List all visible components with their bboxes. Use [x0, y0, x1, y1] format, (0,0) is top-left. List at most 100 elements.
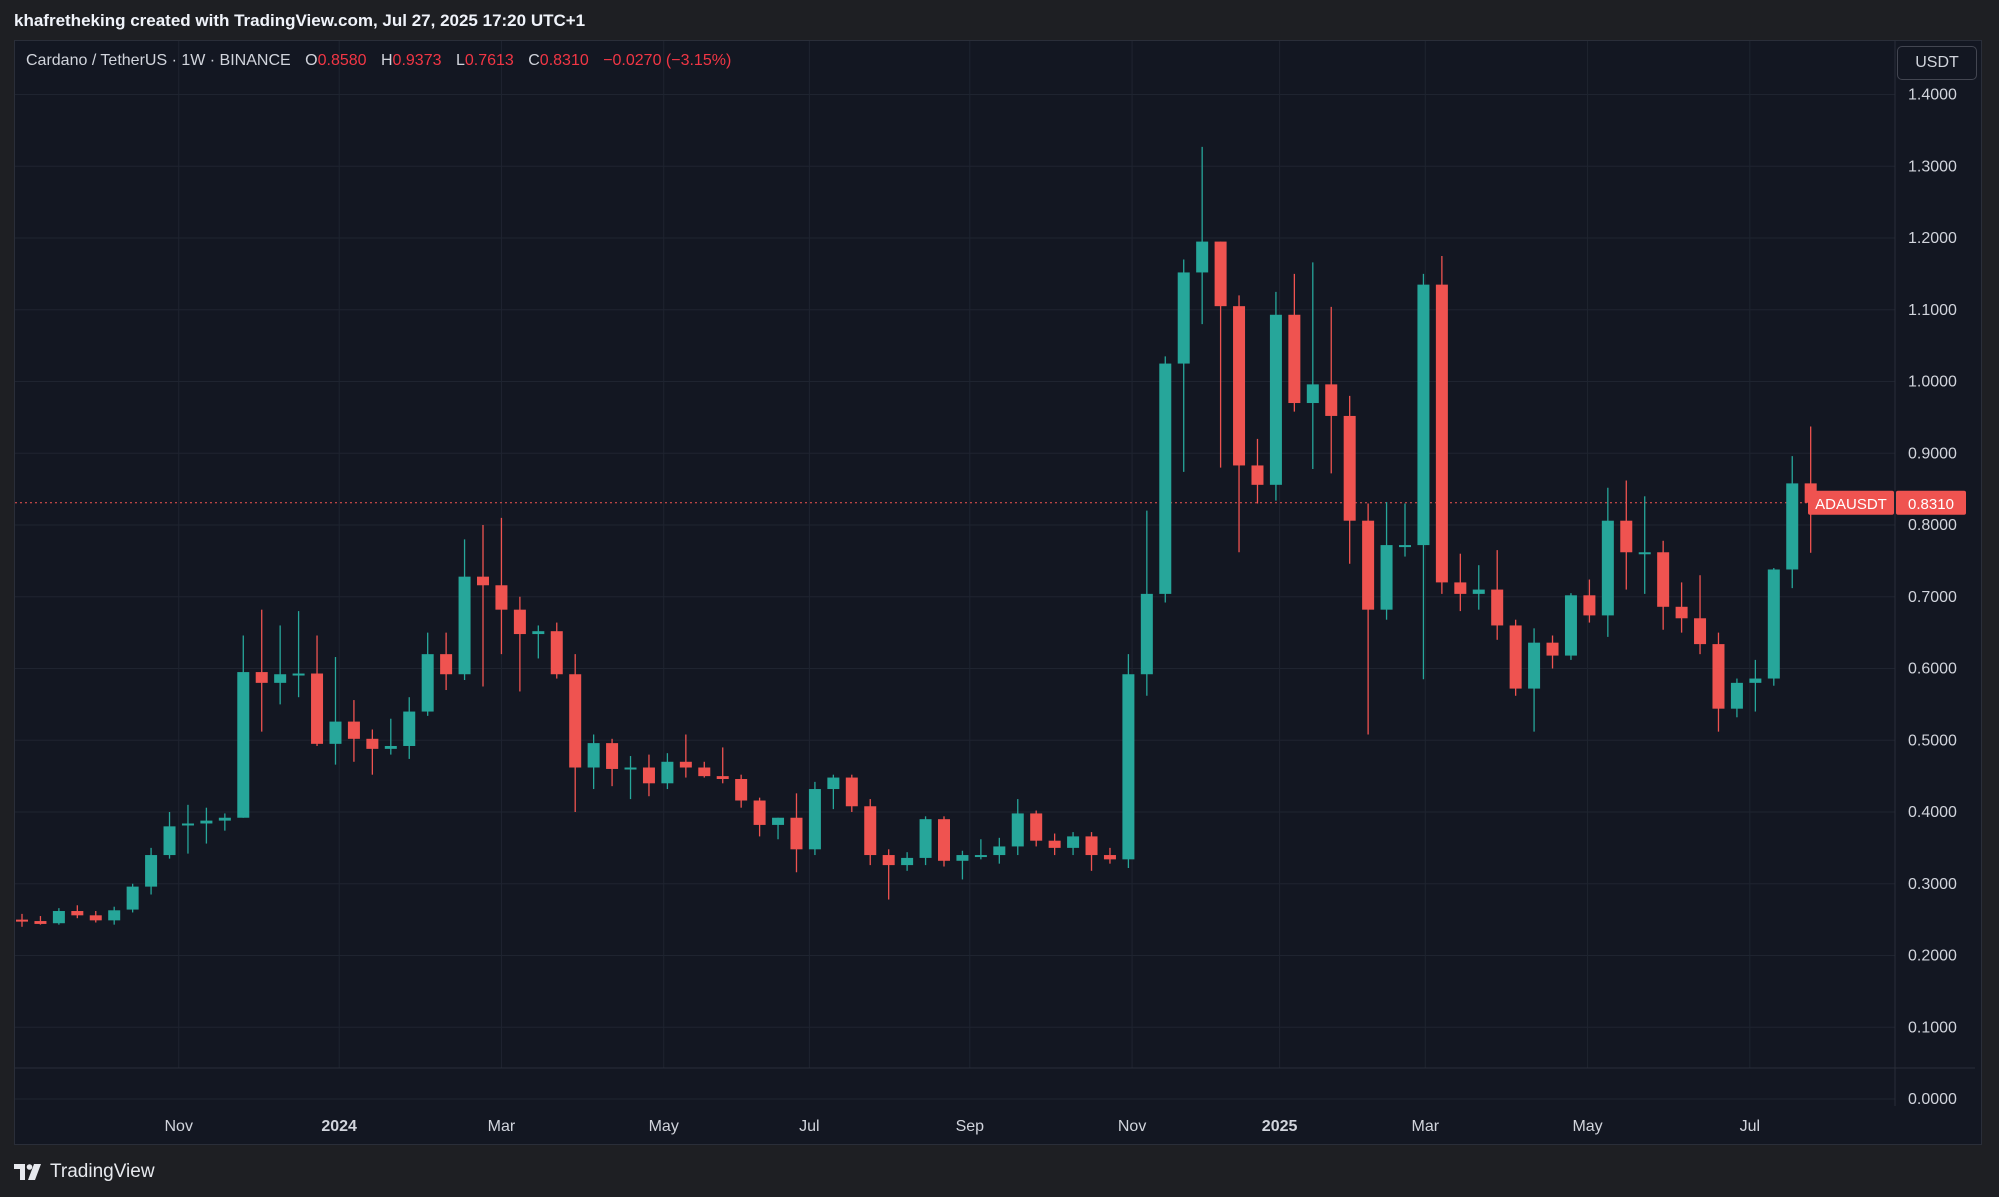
candle-body[interactable]	[1491, 589, 1504, 626]
candle-body[interactable]	[495, 585, 508, 610]
candle-body[interactable]	[1472, 589, 1485, 594]
candle-body[interactable]	[1288, 314, 1301, 404]
candle-body[interactable]	[145, 855, 158, 887]
candle-body[interactable]	[1657, 552, 1670, 607]
candle-body[interactable]	[642, 767, 655, 784]
candle-body[interactable]	[827, 777, 840, 790]
candle-body[interactable]	[1730, 682, 1743, 709]
candle-body[interactable]	[1325, 384, 1338, 416]
candle-body[interactable]	[1343, 415, 1356, 521]
candle-body[interactable]	[384, 745, 397, 749]
candle-body[interactable]	[1399, 545, 1411, 548]
candle-body[interactable]	[1140, 593, 1153, 675]
chart-frame[interactable]	[14, 40, 1982, 1145]
candle-body[interactable]	[845, 777, 858, 807]
candle-body[interactable]	[1306, 384, 1319, 404]
symbol-name[interactable]: Cardano / TetherUS · 1W · BINANCE	[26, 52, 291, 69]
candle-body[interactable]	[1509, 625, 1522, 689]
candle-body[interactable]	[1546, 642, 1559, 656]
candle-body[interactable]	[1214, 241, 1227, 307]
candle-body[interactable]	[200, 820, 213, 824]
candle-body[interactable]	[292, 673, 305, 676]
candle-body[interactable]	[1085, 836, 1098, 856]
currency-button[interactable]: USDT	[1897, 46, 1977, 80]
candle-body[interactable]	[735, 778, 748, 801]
candle-body[interactable]	[1583, 595, 1596, 616]
candle-body[interactable]	[1786, 483, 1799, 570]
candle-body[interactable]	[1122, 674, 1135, 860]
candle-body[interactable]	[606, 743, 619, 769]
candle-body[interactable]	[108, 910, 121, 921]
candle-body[interactable]	[1528, 642, 1541, 689]
candle-body[interactable]	[1435, 284, 1448, 583]
candle-body[interactable]	[218, 817, 231, 821]
candle-body[interactable]	[71, 911, 84, 916]
candle-body[interactable]	[569, 674, 582, 768]
candle-body[interactable]	[329, 721, 342, 744]
candle-body[interactable]	[624, 767, 637, 770]
candle-body[interactable]	[366, 738, 379, 749]
candle-body[interactable]	[311, 673, 324, 744]
candle-body[interactable]	[790, 817, 803, 850]
tradingview-brand[interactable]: TradingView	[14, 1161, 155, 1183]
candle-body[interactable]	[550, 631, 563, 675]
candle-body[interactable]	[808, 789, 821, 850]
candle-body[interactable]	[1749, 678, 1762, 683]
candle-body[interactable]	[679, 761, 692, 768]
candle-body[interactable]	[1103, 855, 1116, 860]
candle-body[interactable]	[716, 776, 729, 779]
candle-body[interactable]	[1196, 241, 1209, 273]
candle-body[interactable]	[772, 817, 785, 825]
candle-body[interactable]	[421, 654, 434, 712]
candle-body[interactable]	[587, 743, 600, 768]
candle-body[interactable]	[16, 919, 28, 922]
candle-body[interactable]	[1067, 836, 1080, 848]
candle-body[interactable]	[274, 674, 287, 683]
candle-body[interactable]	[1620, 520, 1633, 553]
candle-body[interactable]	[864, 806, 877, 856]
candle-body[interactable]	[1601, 520, 1614, 616]
candle-body[interactable]	[938, 819, 950, 861]
candle-body[interactable]	[1362, 520, 1375, 610]
candle-body[interactable]	[1417, 284, 1430, 546]
candle-body[interactable]	[901, 857, 914, 866]
candle-body[interactable]	[956, 855, 969, 861]
candle-body[interactable]	[753, 800, 766, 825]
candle-body[interactable]	[1159, 363, 1172, 594]
candle-body[interactable]	[403, 711, 416, 746]
candle-body[interactable]	[1712, 644, 1725, 709]
candle-body[interactable]	[698, 767, 711, 777]
candle-body[interactable]	[1767, 569, 1780, 679]
candle-body[interactable]	[1177, 272, 1190, 364]
candle-body[interactable]	[513, 609, 526, 635]
candle-body[interactable]	[1233, 306, 1246, 466]
candle-body[interactable]	[1638, 552, 1651, 555]
candle-body[interactable]	[974, 855, 987, 858]
candle-body[interactable]	[1564, 595, 1577, 656]
candle-body[interactable]	[1454, 582, 1467, 594]
candle-body[interactable]	[477, 576, 489, 586]
candle-body[interactable]	[1269, 314, 1282, 485]
candle-body[interactable]	[993, 846, 1006, 856]
candle-body[interactable]	[1251, 465, 1264, 485]
candle-body[interactable]	[347, 721, 360, 739]
candle-body[interactable]	[919, 819, 932, 858]
candle-body[interactable]	[882, 855, 895, 866]
candle-body[interactable]	[52, 911, 65, 924]
candle-body[interactable]	[181, 823, 194, 826]
candle-body[interactable]	[255, 672, 268, 683]
candle-body[interactable]	[1694, 618, 1707, 645]
candle-body[interactable]	[237, 672, 250, 818]
candle-body[interactable]	[126, 886, 139, 910]
candle-body[interactable]	[1011, 813, 1024, 847]
candle-body[interactable]	[1675, 606, 1688, 619]
candle-body[interactable]	[661, 761, 674, 784]
candle-body[interactable]	[34, 921, 47, 924]
candle-body[interactable]	[532, 631, 545, 635]
candle-body[interactable]	[458, 576, 471, 675]
candle-body[interactable]	[440, 654, 453, 675]
candle-body[interactable]	[1030, 813, 1043, 841]
candle-body[interactable]	[89, 915, 102, 921]
candle-body[interactable]	[163, 826, 176, 856]
